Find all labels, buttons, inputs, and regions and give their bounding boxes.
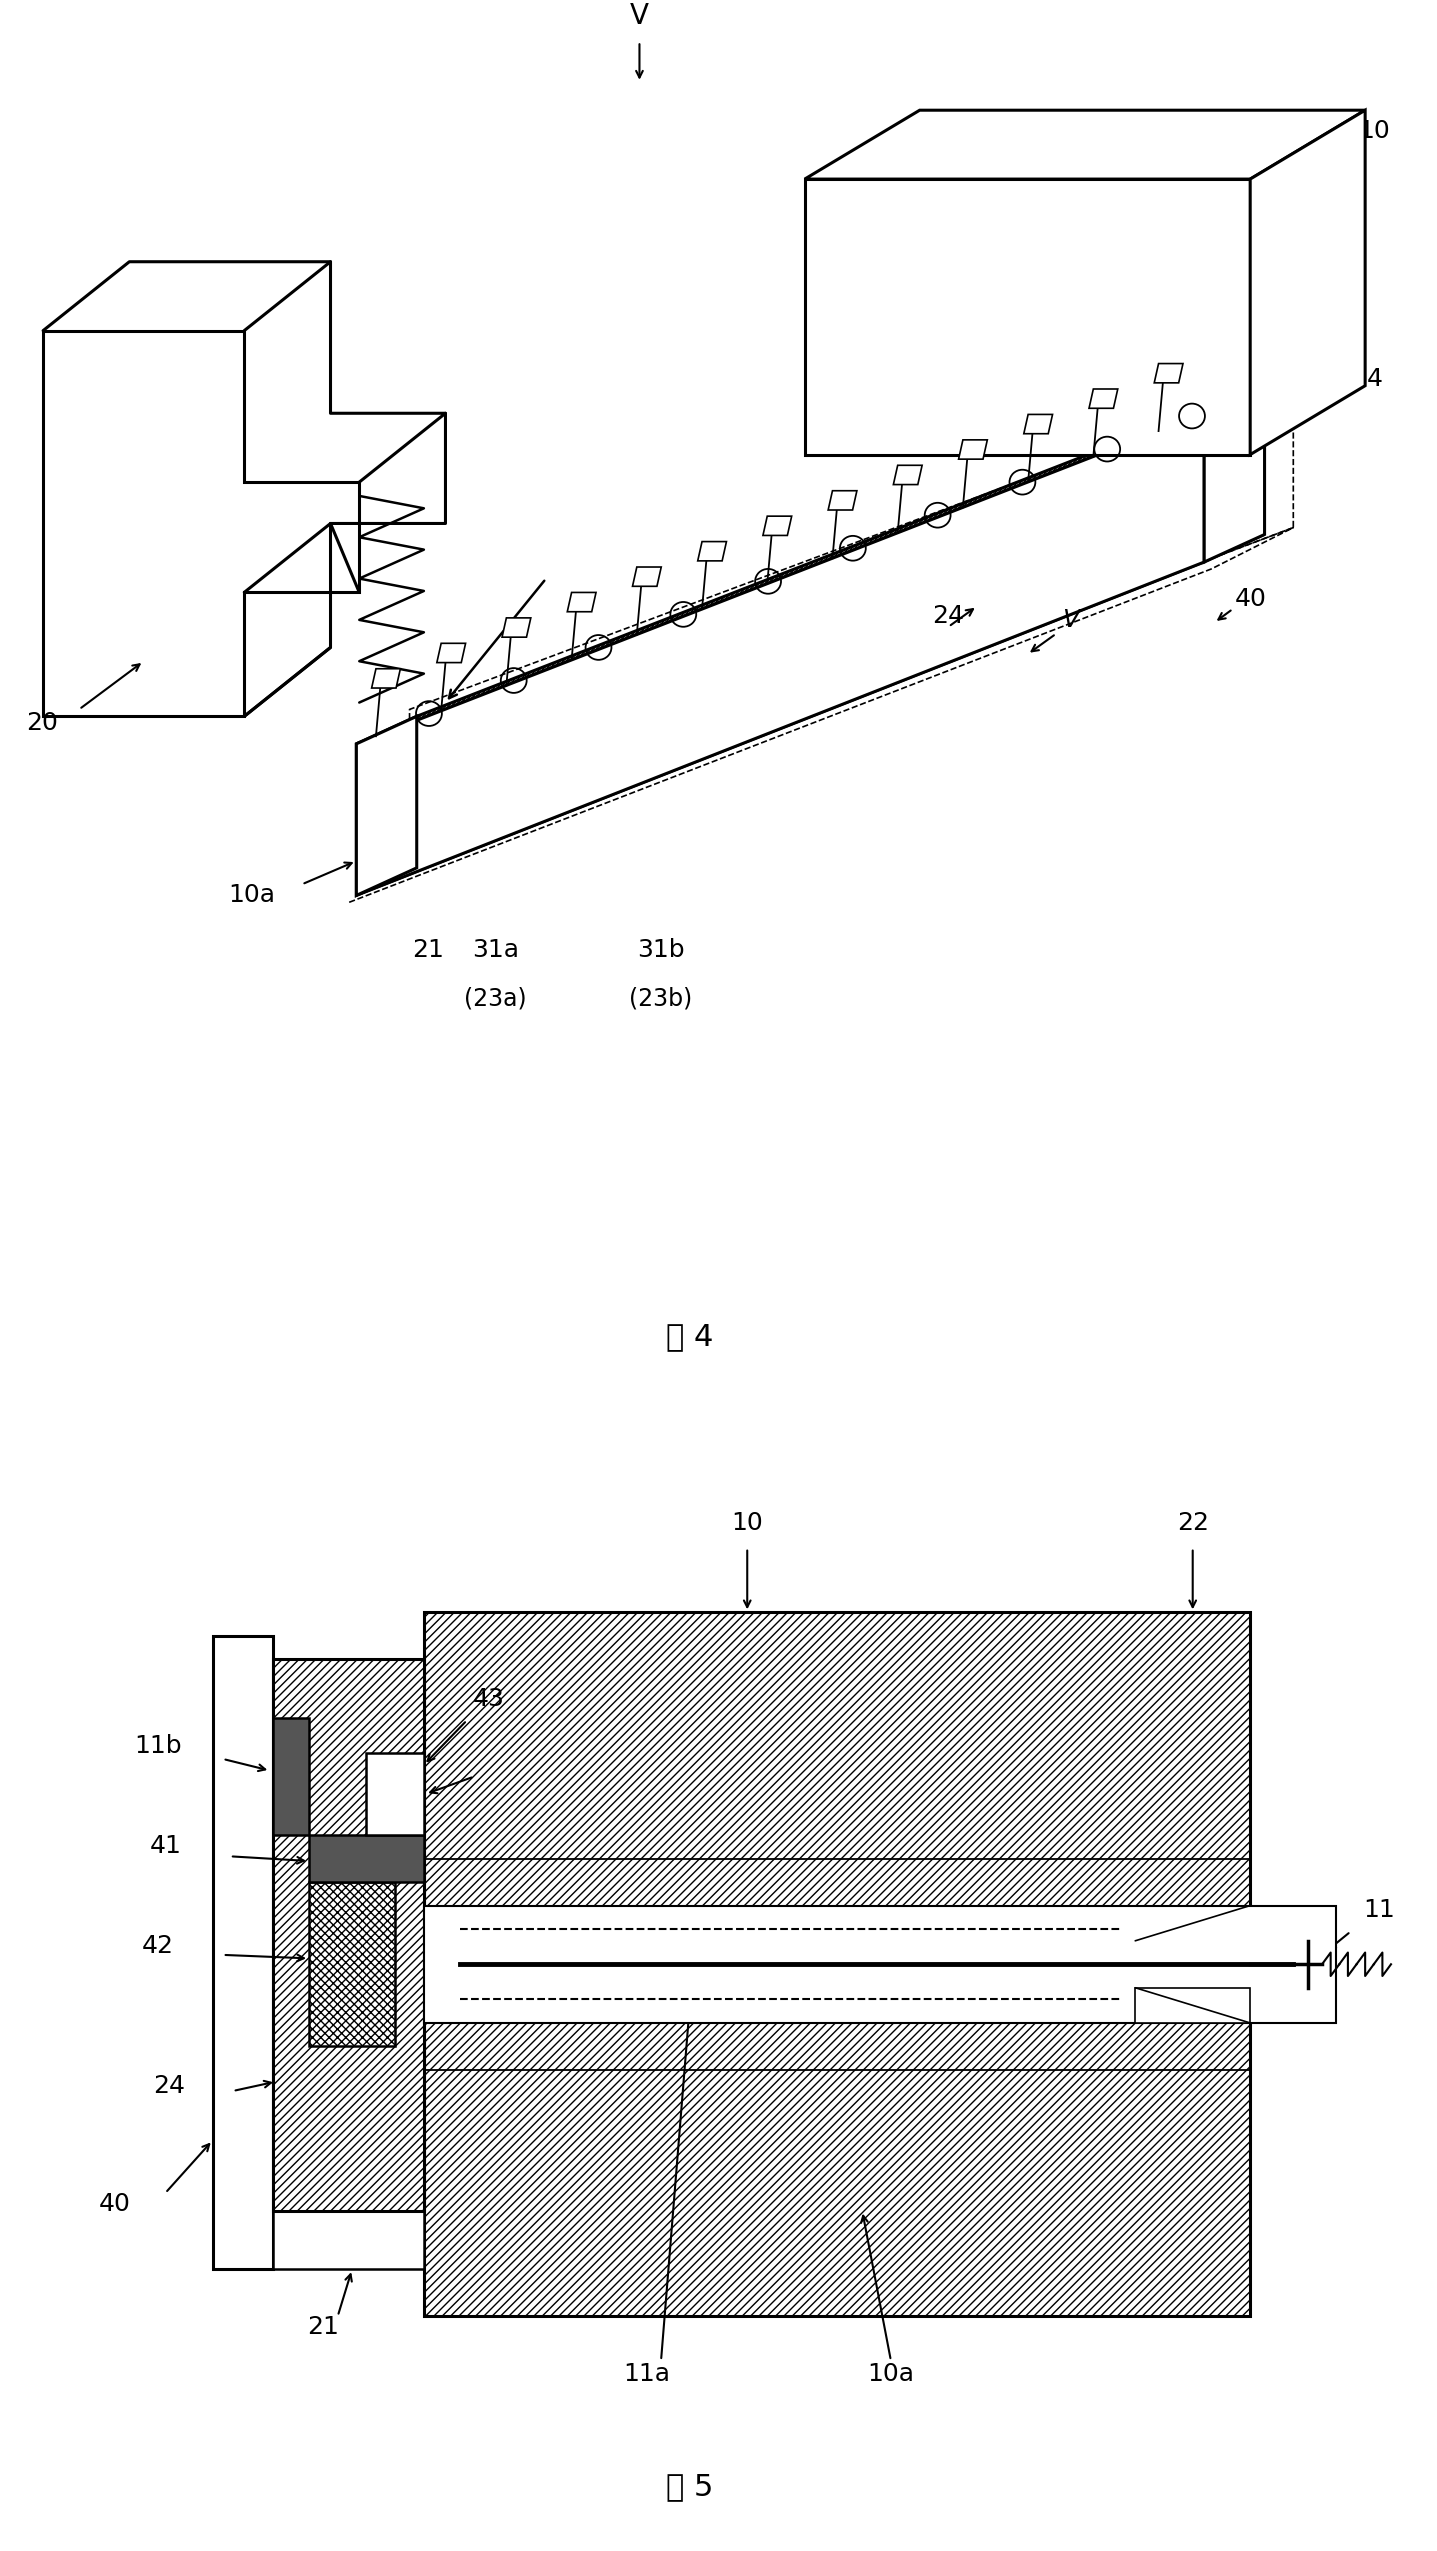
Text: 31b: 31b bbox=[637, 939, 685, 962]
Polygon shape bbox=[43, 332, 359, 717]
Text: 40: 40 bbox=[99, 2191, 131, 2217]
Text: 24: 24 bbox=[154, 2074, 185, 2099]
Text: 22: 22 bbox=[1177, 1510, 1209, 1536]
Polygon shape bbox=[805, 179, 1250, 454]
Polygon shape bbox=[309, 1883, 395, 2046]
Text: 24: 24 bbox=[933, 605, 964, 628]
Text: 21: 21 bbox=[412, 939, 444, 962]
Text: 34: 34 bbox=[1322, 270, 1354, 293]
Polygon shape bbox=[213, 1635, 273, 2270]
Polygon shape bbox=[1250, 110, 1365, 454]
Polygon shape bbox=[372, 668, 401, 689]
Polygon shape bbox=[356, 536, 1265, 895]
Text: 22: 22 bbox=[1085, 112, 1117, 135]
Polygon shape bbox=[1204, 385, 1265, 561]
Text: 31a: 31a bbox=[473, 939, 519, 962]
Polygon shape bbox=[958, 439, 987, 459]
Text: 41: 41 bbox=[149, 1834, 181, 1857]
Polygon shape bbox=[1089, 388, 1118, 408]
Polygon shape bbox=[568, 592, 596, 612]
Polygon shape bbox=[1154, 365, 1183, 383]
Polygon shape bbox=[828, 490, 856, 510]
Polygon shape bbox=[356, 717, 417, 895]
Text: (23a): (23a) bbox=[464, 987, 527, 1010]
Text: 10: 10 bbox=[1358, 120, 1390, 143]
Polygon shape bbox=[273, 1658, 424, 2212]
Text: 11: 11 bbox=[1364, 1898, 1395, 1923]
Text: 20: 20 bbox=[26, 712, 57, 735]
Text: 43: 43 bbox=[473, 1686, 504, 1712]
Polygon shape bbox=[763, 515, 792, 536]
Text: (23b): (23b) bbox=[629, 987, 693, 1010]
Text: 42: 42 bbox=[142, 1934, 174, 1957]
Polygon shape bbox=[424, 1612, 1250, 2316]
Polygon shape bbox=[356, 413, 1204, 895]
Polygon shape bbox=[309, 1834, 424, 1883]
Polygon shape bbox=[356, 385, 1265, 745]
Polygon shape bbox=[366, 1753, 424, 1834]
Polygon shape bbox=[437, 643, 466, 663]
Text: 10a: 10a bbox=[228, 883, 274, 908]
Polygon shape bbox=[1023, 413, 1052, 434]
Polygon shape bbox=[502, 617, 530, 638]
Polygon shape bbox=[424, 1906, 1336, 2023]
Text: 21: 21 bbox=[308, 2314, 339, 2339]
Polygon shape bbox=[805, 110, 1365, 179]
Text: 图 4: 图 4 bbox=[667, 1321, 713, 1349]
Text: 40: 40 bbox=[1234, 587, 1266, 612]
Polygon shape bbox=[698, 541, 727, 561]
Text: 图 5: 图 5 bbox=[667, 2472, 713, 2500]
Polygon shape bbox=[273, 1717, 309, 1834]
Polygon shape bbox=[632, 566, 661, 587]
Text: 10a: 10a bbox=[868, 2362, 914, 2385]
Polygon shape bbox=[1135, 1987, 1250, 2023]
Text: 10: 10 bbox=[731, 1510, 763, 1536]
Text: V: V bbox=[629, 3, 650, 31]
Text: 11a: 11a bbox=[624, 2362, 670, 2385]
Text: V: V bbox=[1062, 607, 1079, 633]
Text: 11b: 11b bbox=[134, 1735, 182, 1758]
Polygon shape bbox=[273, 2212, 424, 2270]
Polygon shape bbox=[894, 464, 923, 485]
Text: 24: 24 bbox=[1351, 367, 1382, 390]
Text: 23: 23 bbox=[1121, 153, 1152, 176]
